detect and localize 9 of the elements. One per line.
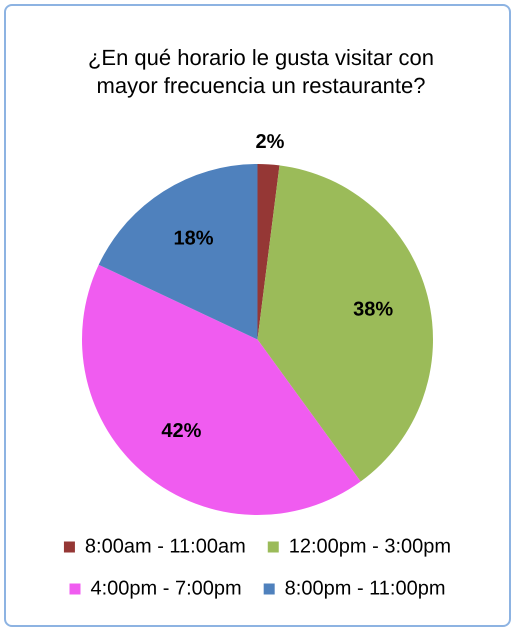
legend-label: 8:00am - 11:00am — [84, 536, 246, 558]
data-label: 2% — [255, 130, 285, 153]
legend-label: 12:00pm - 3:00pm — [288, 536, 452, 558]
legend-label: 8:00pm - 11:00pm — [284, 578, 446, 600]
data-label: 42% — [161, 420, 202, 442]
data-label: 18% — [174, 227, 214, 250]
data-label: 38% — [353, 298, 394, 320]
legend-label: 4:00pm - 7:00pm — [90, 578, 242, 600]
chart-title: ¿En qué horario le gusta visitar con mayor frecuencia un restaurante? — [86, 44, 436, 100]
